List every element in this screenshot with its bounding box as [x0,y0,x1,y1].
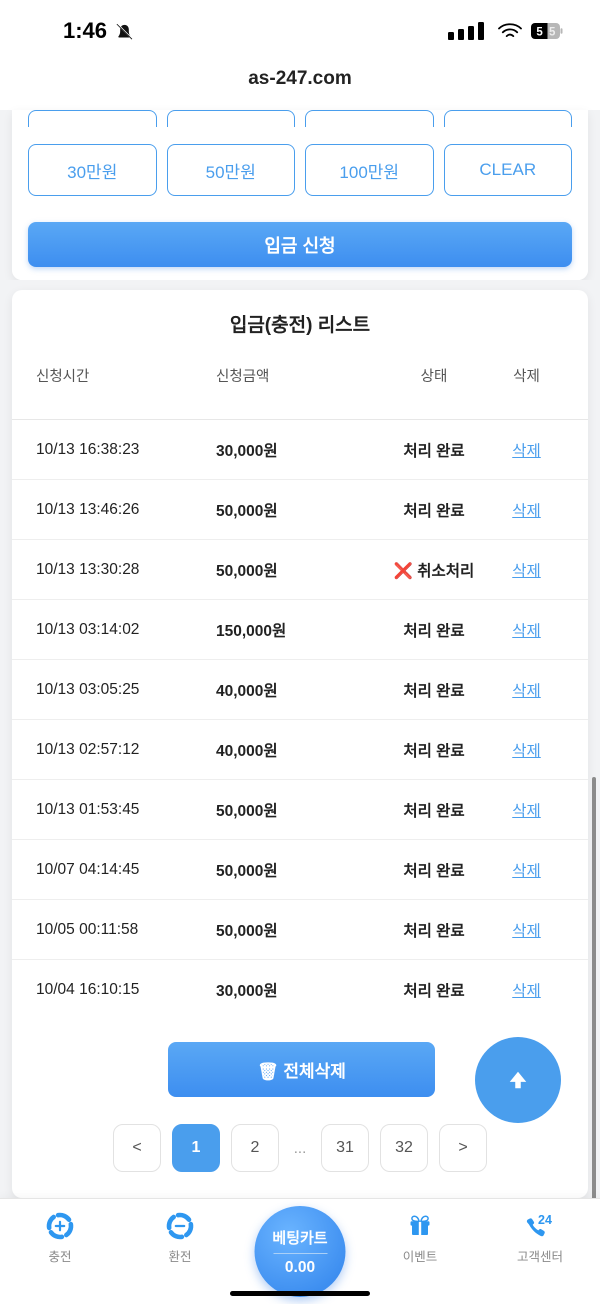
svg-text:5: 5 [549,27,556,39]
svg-text:24: 24 [538,1213,552,1227]
svg-text:5: 5 [536,27,543,39]
